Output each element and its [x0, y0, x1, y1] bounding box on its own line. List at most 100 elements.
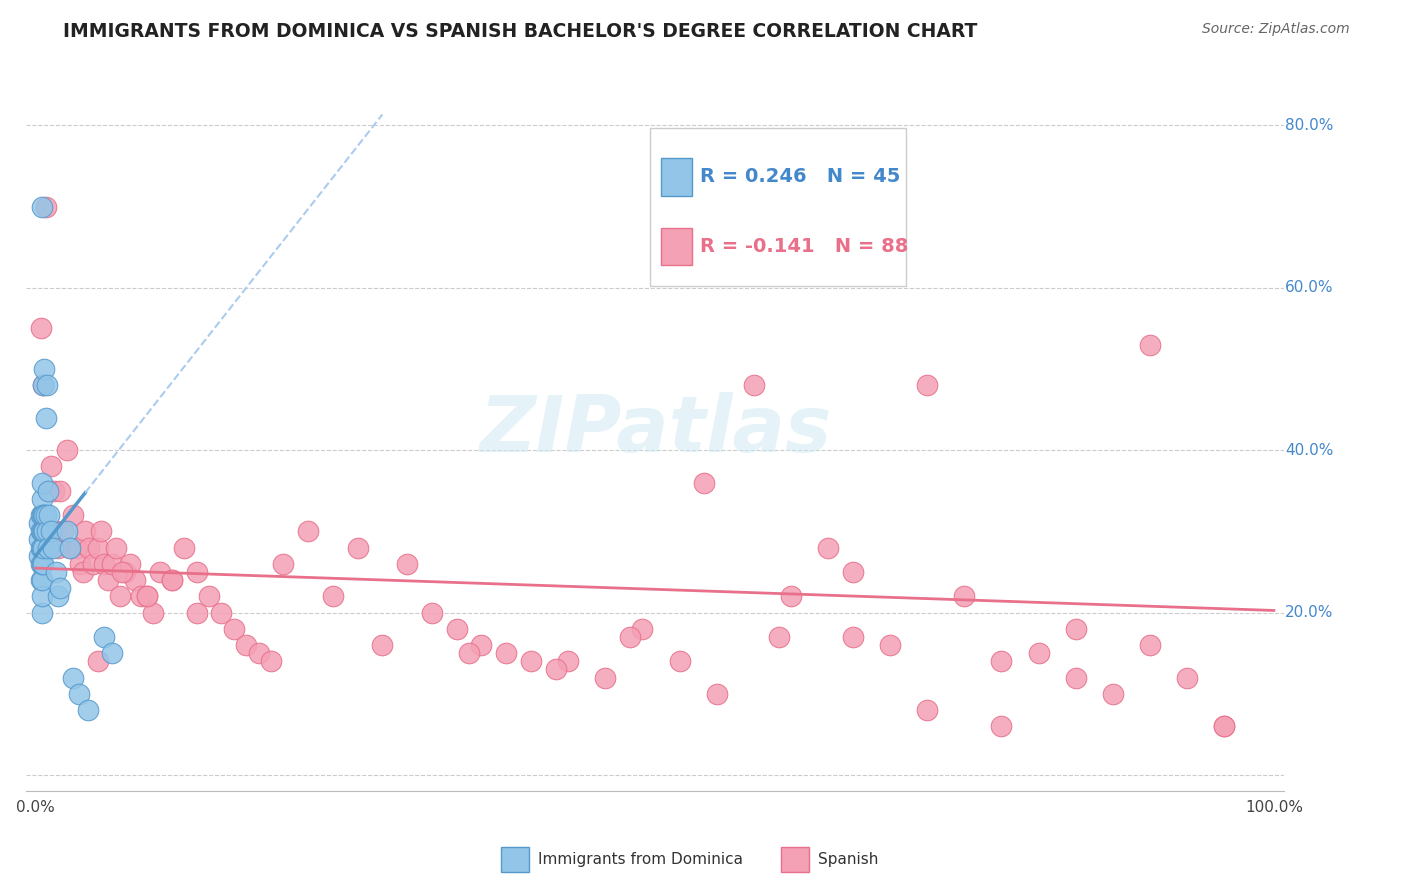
- Point: [90, 524, 112, 539]
- Point: [75, 524, 97, 539]
- Point: [593, 671, 616, 685]
- Point: [44, 483, 66, 498]
- Point: [619, 630, 641, 644]
- Text: ZIPatlas: ZIPatlas: [478, 392, 831, 468]
- Point: [186, 565, 208, 579]
- Point: [742, 378, 765, 392]
- Point: [93, 630, 115, 644]
- Point: [28, 516, 51, 531]
- Point: [35, 524, 58, 539]
- Point: [222, 622, 245, 636]
- Point: [49, 581, 72, 595]
- Point: [44, 565, 66, 579]
- Point: [86, 541, 108, 555]
- Point: [1028, 646, 1050, 660]
- Point: [108, 590, 131, 604]
- Point: [31, 606, 53, 620]
- Point: [915, 703, 938, 717]
- Point: [38, 508, 60, 523]
- Point: [879, 638, 901, 652]
- Point: [67, 687, 90, 701]
- Point: [247, 646, 270, 660]
- Point: [62, 671, 84, 685]
- Point: [39, 524, 62, 539]
- Point: [30, 508, 52, 523]
- Point: [544, 662, 567, 676]
- Point: [396, 557, 419, 571]
- Text: 60.0%: 60.0%: [1285, 280, 1333, 295]
- Point: [458, 646, 481, 660]
- Point: [101, 646, 124, 660]
- Point: [186, 606, 208, 620]
- Point: [1175, 671, 1198, 685]
- Point: [31, 475, 53, 490]
- Point: [55, 524, 77, 539]
- Point: [470, 638, 492, 652]
- Point: [446, 622, 468, 636]
- Point: [693, 475, 716, 490]
- Point: [668, 654, 690, 668]
- Point: [173, 541, 195, 555]
- Point: [817, 541, 839, 555]
- Point: [39, 459, 62, 474]
- Point: [37, 483, 59, 498]
- Point: [780, 590, 803, 604]
- Point: [631, 622, 654, 636]
- Point: [37, 483, 59, 498]
- Point: [28, 549, 51, 563]
- Point: [59, 541, 82, 555]
- Point: [30, 573, 52, 587]
- Point: [96, 573, 118, 587]
- Point: [34, 362, 56, 376]
- Text: Immigrants from Dominica: Immigrants from Dominica: [538, 853, 742, 867]
- Point: [46, 590, 69, 604]
- Point: [297, 524, 319, 539]
- Point: [30, 524, 52, 539]
- Point: [30, 541, 52, 555]
- Point: [31, 200, 53, 214]
- Point: [160, 573, 183, 587]
- Point: [28, 533, 51, 547]
- Point: [31, 508, 53, 523]
- Text: Spanish: Spanish: [818, 853, 877, 867]
- Point: [136, 590, 159, 604]
- Point: [31, 590, 53, 604]
- Point: [1213, 719, 1236, 733]
- Point: [235, 638, 257, 652]
- Point: [953, 590, 976, 604]
- Point: [990, 654, 1012, 668]
- Point: [118, 557, 141, 571]
- Point: [105, 541, 128, 555]
- Point: [42, 541, 65, 555]
- Point: [990, 719, 1012, 733]
- Point: [1139, 337, 1161, 351]
- Point: [129, 590, 152, 604]
- Point: [32, 541, 55, 555]
- Point: [1213, 719, 1236, 733]
- Text: 20.0%: 20.0%: [1285, 605, 1333, 620]
- Point: [32, 378, 55, 392]
- Point: [273, 557, 295, 571]
- Point: [346, 541, 368, 555]
- Point: [1139, 638, 1161, 652]
- Point: [93, 557, 115, 571]
- Point: [520, 654, 543, 668]
- Point: [52, 524, 75, 539]
- Point: [34, 410, 56, 425]
- Text: R = -0.141   N = 88: R = -0.141 N = 88: [700, 237, 908, 256]
- Point: [420, 606, 443, 620]
- Point: [82, 557, 104, 571]
- Point: [46, 541, 69, 555]
- Point: [842, 630, 865, 644]
- Point: [148, 565, 170, 579]
- Point: [59, 541, 82, 555]
- Point: [915, 378, 938, 392]
- Point: [101, 557, 124, 571]
- Point: [1064, 622, 1087, 636]
- Point: [31, 557, 53, 571]
- Point: [35, 378, 58, 392]
- Point: [209, 606, 232, 620]
- Point: [1064, 671, 1087, 685]
- Point: [32, 378, 55, 392]
- Point: [842, 565, 865, 579]
